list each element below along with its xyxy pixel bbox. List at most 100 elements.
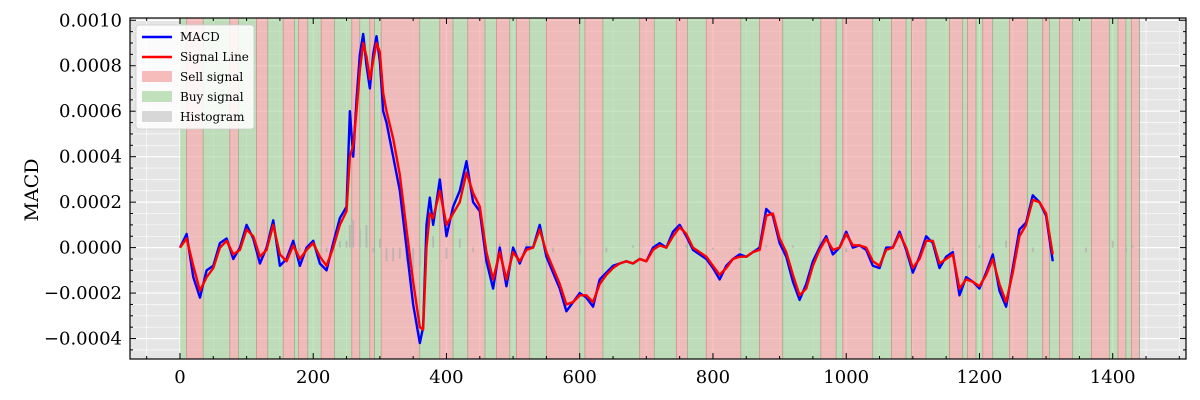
sell-signal-region — [1091, 18, 1109, 359]
buy-signal-region — [268, 18, 283, 359]
histogram-bar — [1085, 248, 1087, 253]
sell-signal-region — [912, 18, 927, 359]
histogram-bar — [792, 245, 794, 247]
buy-signal-region — [530, 18, 547, 359]
legend: MACD Signal Line Sell signal Buy signal Hist… — [136, 25, 254, 129]
sell-signal-region — [1009, 18, 1027, 359]
sell-signal-region — [983, 18, 993, 359]
sell-signal-region — [760, 18, 783, 359]
buy-signal-region — [1126, 18, 1131, 359]
histogram-bar — [1125, 248, 1127, 253]
histogram-bar — [459, 239, 461, 248]
histogram-bar — [1059, 245, 1061, 247]
legend-label: Sell signal — [180, 70, 243, 84]
y-tick-label: −0.0004 — [44, 329, 122, 350]
legend-label: Buy signal — [180, 90, 244, 104]
y-tick-label: 0.0006 — [59, 101, 122, 122]
sell-signal-region — [1043, 18, 1050, 359]
buy-signal-region — [580, 18, 585, 359]
x-tick-label: 1200 — [957, 367, 1003, 388]
x-tick-label: 800 — [696, 367, 730, 388]
histogram-bar — [372, 248, 374, 253]
histogram-bar — [346, 241, 348, 248]
legend-label: Signal Line — [180, 50, 249, 64]
histogram-bar — [399, 248, 401, 259]
sell-signal-region — [585, 18, 603, 359]
y-tick-label: 0.0002 — [59, 192, 122, 213]
buy-signal-region — [926, 18, 949, 359]
histogram-bar — [299, 248, 301, 253]
y-tick-label: 0.0000 — [59, 238, 122, 259]
x-tick-label: 600 — [563, 367, 597, 388]
plot-content — [130, 18, 1186, 359]
x-tick-label: 0 — [174, 367, 185, 388]
y-axis-label: MACD — [21, 159, 43, 222]
buy-signal-region — [836, 18, 843, 359]
plot-area: 0 200 400 600 800 1000 1200 1400 −0.0004 −0.0002 0… — [44, 10, 1186, 388]
histogram-bar — [765, 245, 767, 247]
histogram-bar — [352, 220, 354, 247]
histogram-bar — [685, 245, 687, 247]
sell-signal-region — [1118, 18, 1126, 359]
buy-signal-region — [1109, 18, 1118, 359]
histogram-bar — [579, 248, 581, 255]
y-tick-label: −0.0002 — [44, 283, 122, 304]
sell-signal-region — [321, 18, 334, 359]
sell-signal-region — [299, 18, 308, 359]
sell-signal-region — [892, 18, 907, 359]
buy-signal-region — [335, 18, 352, 359]
sell-signal-region — [546, 18, 579, 359]
buy-signal-region — [1073, 18, 1092, 359]
histogram-bar — [446, 248, 448, 259]
histogram-bar — [412, 248, 414, 271]
sell-signal-region — [496, 18, 509, 359]
histogram-bar — [1005, 241, 1007, 248]
histogram-bar — [739, 248, 741, 250]
histogram-bar — [952, 248, 954, 250]
histogram-bar — [472, 248, 474, 253]
sell-signal-region — [676, 18, 687, 359]
y-tick-label: 0.0010 — [59, 10, 122, 31]
histogram-bar — [386, 248, 388, 262]
histogram-bar — [432, 236, 434, 247]
x-tick-label: 400 — [429, 367, 463, 388]
buy-signal-region — [688, 18, 707, 359]
buy-signal-region — [993, 18, 1010, 359]
histogram-bar — [392, 248, 394, 262]
buy-signal-region — [906, 18, 911, 359]
histogram-bar — [1032, 248, 1034, 253]
sell-signal-region — [640, 18, 655, 359]
histogram-bar — [872, 245, 874, 247]
legend-label: MACD — [180, 30, 220, 44]
sell-signal-region — [1131, 18, 1139, 359]
histogram-bar — [419, 248, 421, 266]
buy-signal-region — [1027, 18, 1042, 359]
buy-signal-region — [976, 18, 983, 359]
buy-signal-region — [485, 18, 496, 359]
histogram-bar — [1112, 241, 1114, 248]
histogram-bar — [605, 248, 607, 253]
histogram-bar — [712, 248, 714, 250]
sell-signal-region — [843, 18, 873, 359]
legend-patch-swatch — [142, 111, 172, 122]
histogram-bar — [632, 245, 634, 247]
sell-signal-region — [283, 18, 294, 359]
buy-signal-region — [741, 18, 760, 359]
sell-signal-region — [706, 18, 741, 359]
histogram-bar — [552, 248, 554, 253]
buy-signal-region — [295, 18, 299, 359]
histogram-bar — [979, 245, 981, 247]
x-tick-label: 200 — [296, 367, 330, 388]
sell-signal-region — [516, 18, 529, 359]
y-tick-label: 0.0008 — [59, 56, 122, 77]
buy-signal-region — [873, 18, 892, 359]
histogram-bar — [845, 248, 847, 253]
histogram-bar — [1132, 245, 1134, 247]
y-tick-label: 0.0004 — [59, 147, 122, 168]
sell-signal-region — [949, 18, 962, 359]
histogram-bar — [359, 229, 361, 247]
buy-signal-region — [654, 18, 676, 359]
histogram-bar — [326, 248, 328, 253]
sell-signal-region — [967, 18, 976, 359]
